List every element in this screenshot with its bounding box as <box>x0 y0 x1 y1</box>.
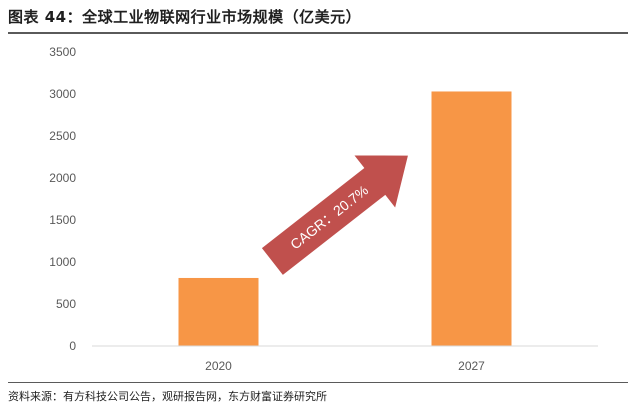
source-divider <box>8 382 628 383</box>
y-tick-label: 3500 <box>49 45 76 59</box>
y-tick-label: 2000 <box>49 171 76 185</box>
x-tick-label: 2020 <box>205 359 232 373</box>
bar-chart: 0 500 1000 1500 2000 2500 3000 3500 2020 2027 CA… <box>49 45 598 373</box>
y-tick-label: 0 <box>69 339 76 353</box>
y-tick-label: 3000 <box>49 87 76 101</box>
cagr-label: CAGR：20.7% <box>287 182 371 253</box>
y-tick-label: 500 <box>56 297 76 311</box>
bar-2027 <box>431 91 512 346</box>
title-divider <box>8 32 628 34</box>
y-axis: 0 500 1000 1500 2000 2500 3000 3500 <box>49 45 76 353</box>
figure-title: 图表 44：全球工业物联网行业市场规模（亿美元） <box>8 8 362 26</box>
x-tick-label: 2027 <box>458 359 485 373</box>
y-tick-label: 2500 <box>49 129 76 143</box>
bars <box>178 91 512 346</box>
cagr-annotation: CAGR：20.7% <box>261 155 408 275</box>
cagr-arrow <box>261 155 408 275</box>
y-tick-label: 1500 <box>49 213 76 227</box>
y-tick-label: 1000 <box>49 255 76 269</box>
source-note: 资料来源：有方科技公司公告，观研报告网，东方财富证券研究所 <box>8 390 327 403</box>
bar-2020 <box>178 277 259 346</box>
x-axis: 2020 2027 <box>92 345 598 373</box>
